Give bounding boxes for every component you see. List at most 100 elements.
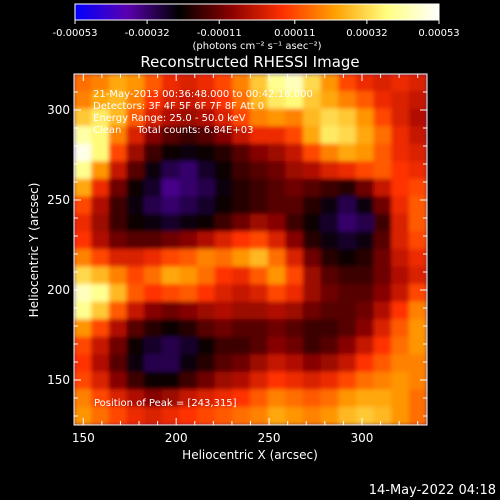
heatmap-cell: [408, 178, 427, 198]
colorbar-tick-label: 0.00053: [418, 28, 459, 39]
heatmap-cell: [126, 301, 146, 321]
heatmap-cell: [197, 319, 216, 338]
heatmap-cell: [338, 74, 357, 93]
heatmap-cell: [161, 406, 181, 425]
heatmap-cell: [267, 284, 287, 303]
heatmap-cell: [144, 371, 163, 391]
heatmap-cell: [285, 301, 304, 321]
heatmap-cell: [74, 161, 93, 180]
heatmap-cell: [197, 196, 216, 215]
heatmap-cell: [338, 371, 357, 391]
heatmap-cell: [302, 213, 322, 233]
heatmap-cell: [267, 371, 287, 391]
heatmap-cell: [144, 284, 163, 303]
heatmap-cell: [320, 213, 340, 233]
heatmap-cell: [144, 354, 163, 373]
heatmap-cell: [285, 406, 304, 425]
heatmap-cell: [179, 161, 199, 180]
heatmap-cell: [144, 249, 163, 268]
heatmap-cell: [108, 284, 128, 303]
heatmap-cell: [179, 336, 199, 356]
heatmap-cell: [391, 249, 410, 268]
heatmap-cell: [408, 336, 427, 356]
heatmap-cell: [250, 231, 269, 250]
heatmap-cell: [126, 74, 146, 93]
heatmap-cell: [302, 196, 322, 215]
heatmap-cell: [267, 74, 287, 93]
heatmap-cell: [197, 354, 216, 373]
heatmap-cell: [338, 91, 357, 110]
heatmap-cell: [302, 389, 322, 408]
heatmap-cell: [161, 231, 181, 250]
heatmap-cell: [179, 301, 199, 321]
heatmap-cell: [161, 389, 181, 408]
heatmap-cell: [214, 371, 234, 391]
heatmap-cell: [373, 371, 393, 391]
heatmap-cell: [285, 371, 304, 391]
heatmap-cell: [144, 143, 163, 163]
heatmap-cell: [144, 301, 163, 321]
heatmap-cell: [161, 91, 181, 110]
x-axis-label: Heliocentric X (arcsec): [182, 448, 318, 462]
heatmap-cell: [232, 74, 251, 93]
heatmap-cell: [232, 284, 251, 303]
heatmap-cell: [373, 284, 393, 303]
heatmap-cell: [338, 284, 357, 303]
heatmap-cell: [320, 301, 340, 321]
heatmap-cell: [355, 108, 375, 128]
heatmap-cell: [355, 91, 375, 110]
heatmap-cell: [91, 91, 110, 110]
heatmap-cell: [214, 231, 234, 250]
heatmap-cell: [179, 266, 199, 286]
heatmap-cell: [232, 161, 251, 180]
heatmap-cell: [74, 389, 93, 408]
heatmap-cell: [126, 336, 146, 356]
heatmap-cell: [108, 406, 128, 425]
heatmap-cell: [285, 389, 304, 408]
heatmap-cell: [320, 266, 340, 286]
heatmap-cell: [267, 249, 287, 268]
heatmap-cell: [302, 301, 322, 321]
annotation-detectors: Detectors: 3F 4F 5F 6F 7F 8F Att 0: [93, 101, 264, 112]
heatmap-cell: [214, 319, 234, 338]
heatmap-cell: [232, 266, 251, 286]
heatmap-cell: [267, 91, 287, 110]
heatmap-cell: [355, 196, 375, 215]
heatmap-cell: [302, 126, 322, 145]
heatmap-cell: [391, 74, 410, 93]
heatmap-cell: [338, 354, 357, 373]
heatmap-cell: [197, 213, 216, 233]
heatmap-cell: [302, 231, 322, 250]
heatmap-cell: [232, 108, 251, 128]
heatmap-cell: [373, 406, 393, 425]
heatmap-cell: [391, 406, 410, 425]
heatmap-cell: [302, 108, 322, 128]
heatmap-cell: [161, 196, 181, 215]
heatmap-cell: [126, 284, 146, 303]
annotation-peak-position: Position of Peak = [243,315]: [94, 398, 237, 409]
heatmap-cell: [355, 74, 375, 93]
heatmap-cell: [179, 74, 199, 93]
heatmap-cell: [126, 161, 146, 180]
heatmap-cell: [391, 354, 410, 373]
heatmap-cell: [267, 389, 287, 408]
footer-timestamp: 14-May-2022 04:18: [369, 483, 496, 498]
heatmap-cell: [373, 178, 393, 198]
heatmap-cell: [391, 371, 410, 391]
heatmap-cell: [355, 231, 375, 250]
heatmap-cell: [408, 284, 427, 303]
heatmap-cell: [373, 213, 393, 233]
heatmap-cell: [108, 196, 128, 215]
heatmap-cell: [232, 196, 251, 215]
heatmap-cell: [373, 336, 393, 356]
heatmap-cell: [179, 249, 199, 268]
heatmap-cell: [144, 108, 163, 128]
heatmap-cell: [373, 249, 393, 268]
heatmap-cell: [250, 196, 269, 215]
heatmap-cell: [250, 284, 269, 303]
heatmap-cell: [108, 91, 128, 110]
heatmap-cell: [91, 354, 110, 373]
heatmap-cell: [74, 231, 93, 250]
heatmap-cell: [250, 249, 269, 268]
